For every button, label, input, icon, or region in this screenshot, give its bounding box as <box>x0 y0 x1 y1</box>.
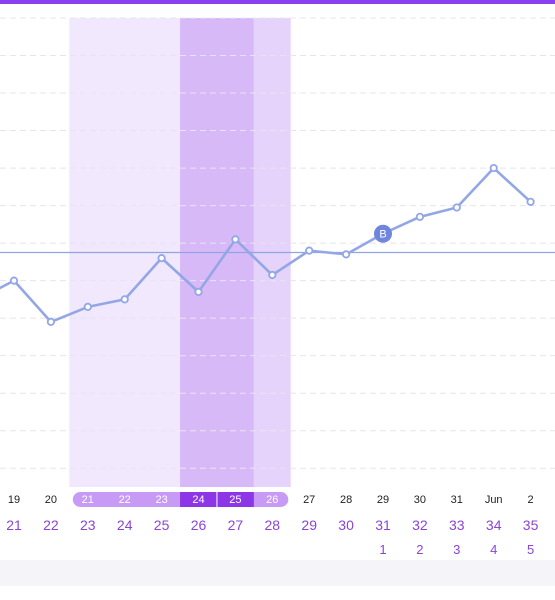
cycle-day-label: 29 <box>301 517 317 533</box>
date-tick-label: 25 <box>229 494 241 506</box>
data-point[interactable] <box>526 197 535 206</box>
accent-top-bar <box>0 0 555 4</box>
cycle-day-label: 35 <box>523 517 539 533</box>
date-tick-label: 23 <box>155 494 167 506</box>
cycle-day-label: 21 <box>6 517 22 533</box>
marker-label: B <box>379 229 386 241</box>
date-tick-label: 24 <box>192 494 204 506</box>
data-point[interactable] <box>415 212 424 221</box>
data-point[interactable] <box>120 295 129 304</box>
date-tick-label: 2 <box>528 494 534 506</box>
date-tick-label: 21 <box>82 494 94 506</box>
cycle-day-label: 31 <box>375 517 391 533</box>
date-tick-label: 20 <box>45 494 57 506</box>
date-tick-label: 19 <box>8 494 20 506</box>
cycle-day-label: 30 <box>338 517 354 533</box>
next-cycle-day-label: 4 <box>490 542 497 557</box>
data-point[interactable] <box>194 287 203 296</box>
next-cycle-day-label: 3 <box>453 542 460 557</box>
date-tick-label: 28 <box>340 494 352 506</box>
next-cycle-day-label: 2 <box>416 542 423 557</box>
cycle-day-label: 28 <box>265 517 281 533</box>
date-tick-label: 26 <box>266 494 278 506</box>
next-cycle-day-label: 5 <box>527 542 534 557</box>
data-point[interactable] <box>489 163 498 173</box>
data-point[interactable] <box>305 246 314 255</box>
next-cycle-day-label: 1 <box>379 542 386 557</box>
data-point[interactable] <box>46 317 56 327</box>
cycle-day-label: 22 <box>43 517 59 533</box>
data-point[interactable] <box>157 254 166 263</box>
marker-point[interactable] <box>374 224 392 243</box>
cycle-day-label: 24 <box>117 517 133 533</box>
date-tick-label: 31 <box>451 494 463 506</box>
date-tick-label: 22 <box>119 494 131 506</box>
data-point[interactable] <box>83 302 92 312</box>
cycle-day-label: 26 <box>191 517 207 533</box>
date-tick-label: 30 <box>414 494 426 506</box>
data-point[interactable] <box>9 276 19 285</box>
temperature-chart[interactable]: B 19 20 21 22 23 24 25 26 27 28 29 30 31 Jun 221 22 23 24… <box>0 0 555 560</box>
cycle-day-label: 32 <box>412 517 428 533</box>
data-point[interactable] <box>231 235 240 244</box>
temperature-series-line <box>0 166 532 324</box>
data-point[interactable] <box>341 250 351 259</box>
cycle-day-label: 25 <box>154 517 170 533</box>
cycle-day-label: 23 <box>80 517 96 533</box>
data-point[interactable] <box>452 203 461 212</box>
cycle-day-label: 33 <box>449 517 465 533</box>
date-tick-label: 27 <box>303 494 315 506</box>
date-tick-label: 29 <box>377 494 389 506</box>
date-tick-label: Jun <box>485 494 503 506</box>
data-point[interactable] <box>268 270 277 280</box>
cycle-day-label: 27 <box>228 517 244 533</box>
cycle-day-label: 34 <box>486 517 502 533</box>
bottom-strip <box>0 560 555 586</box>
